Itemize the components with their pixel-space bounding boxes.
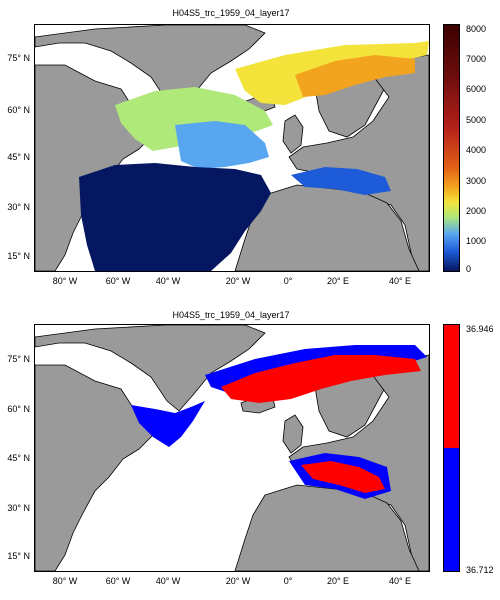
lon-label-0-bottom: 0° <box>283 576 293 586</box>
map-title-bottom: H04S5_trc_1959_04_layer17 <box>172 310 290 320</box>
lon-label-60w-top: 60° W <box>105 276 131 286</box>
tracer-mediterranean <box>291 167 391 195</box>
lon-label-40w-top: 40° W <box>155 276 181 286</box>
lat-label-60n-top: 60° N <box>7 105 30 115</box>
lat-label-15n-top: 15° N <box>7 251 30 261</box>
colorbar-bottom <box>443 324 460 572</box>
map-bottom <box>34 324 430 572</box>
british-isles-shape-bottom <box>282 414 304 454</box>
lon-label-20w-bottom: 20° W <box>225 576 251 586</box>
lon-label-40e-bottom: 40° E <box>388 576 412 586</box>
lon-label-20w-top: 20° W <box>225 276 251 286</box>
lon-label-0-top: 0° <box>283 276 293 286</box>
colorbar-tick-8000: 8000 <box>466 24 487 34</box>
colorbar-top <box>443 24 460 272</box>
map-top-canvas <box>35 25 429 271</box>
lat-label-15n-bottom: 15° N <box>7 551 30 561</box>
lat-label-45n-bottom: 45° N <box>7 453 30 463</box>
colorbar-tick-5000: 5000 <box>466 115 487 125</box>
lon-label-40e-top: 40° E <box>388 276 412 286</box>
colorbar-tick-3000: 3000 <box>466 176 487 186</box>
colorbar-tick-1000: 1000 <box>466 236 487 246</box>
tracer-orange-band <box>295 55 415 97</box>
colorbar-tick-0: 0 <box>466 264 472 274</box>
colorbar-tick-7000: 7000 <box>466 54 487 64</box>
north-america-shape-bottom <box>35 364 154 571</box>
map-top <box>34 24 430 272</box>
lat-label-75n-top: 75° N <box>7 53 30 63</box>
colorbar-tick-2000: 2000 <box>466 206 487 216</box>
lat-label-75n-bottom: 75° N <box>7 354 30 364</box>
data-field-bottom <box>131 345 427 499</box>
british-isles-shape <box>282 114 304 154</box>
map-bottom-canvas <box>35 325 429 571</box>
lon-label-80w-bottom: 80° W <box>52 576 78 586</box>
colorbar-tick-4000: 4000 <box>466 145 487 155</box>
greenland-shape-bottom <box>35 325 266 412</box>
africa-shape-bottom <box>234 484 420 571</box>
salinity-red-north <box>221 355 421 403</box>
colorbar-max-label: 36.946 <box>466 324 494 334</box>
salinity-red-med <box>301 461 385 493</box>
lat-label-60n-bottom: 60° N <box>7 404 30 414</box>
lon-label-20e-top: 20° E <box>326 276 350 286</box>
data-field-top <box>79 41 429 271</box>
lat-label-45n-top: 45° N <box>7 152 30 162</box>
salinity-blue-labrador <box>131 401 205 447</box>
lon-label-20e-bottom: 20° E <box>326 576 350 586</box>
lat-label-30n-bottom: 30° N <box>7 503 30 513</box>
map-title-top: H04S5_trc_1959_04_layer17 <box>172 8 290 18</box>
colorbar-min-label: 36.712 <box>466 565 494 575</box>
lat-label-30n-top: 30° N <box>7 202 30 212</box>
lon-label-80w-top: 80° W <box>52 276 78 286</box>
tracer-cyan-band <box>175 121 269 169</box>
lon-label-60w-bottom: 60° W <box>105 576 131 586</box>
colorbar-tick-6000: 6000 <box>466 84 487 94</box>
tracer-deep-field <box>79 163 271 271</box>
lon-label-40w-bottom: 40° W <box>155 576 181 586</box>
